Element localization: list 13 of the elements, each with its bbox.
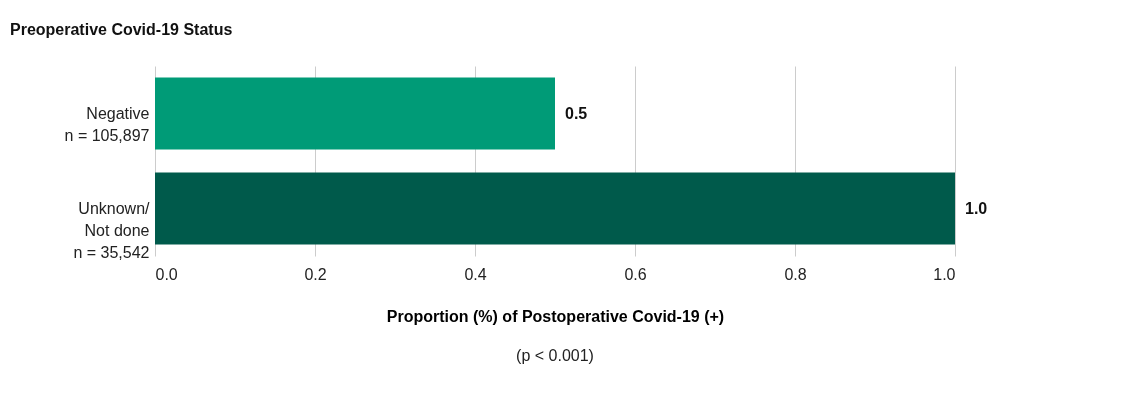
x-tick-label: 0.8 — [784, 265, 807, 283]
data-label: 1.0 — [965, 199, 988, 217]
x-axis-title: Proportion (%) of Postoperative Covid-19 (+) — [386, 307, 725, 325]
text: (p < 0.001) — [516, 347, 594, 364]
y-tick-label: Unknown/ Not done n = 35,542 — [73, 199, 151, 261]
x-tick-label: 1.0 — [933, 265, 956, 283]
data-label: 0.5 — [565, 104, 588, 122]
y-tick-label: Negative n = 105,897 — [64, 104, 150, 144]
x-tick-label: 0.2 — [304, 265, 327, 283]
x-tick-label: 0.0 — [155, 265, 178, 283]
x-tick-label: 0.4 — [464, 265, 487, 283]
chart-title: Preoperative Covid-19 Status — [10, 21, 233, 38]
x-tick-label: 0.6 — [624, 265, 647, 283]
